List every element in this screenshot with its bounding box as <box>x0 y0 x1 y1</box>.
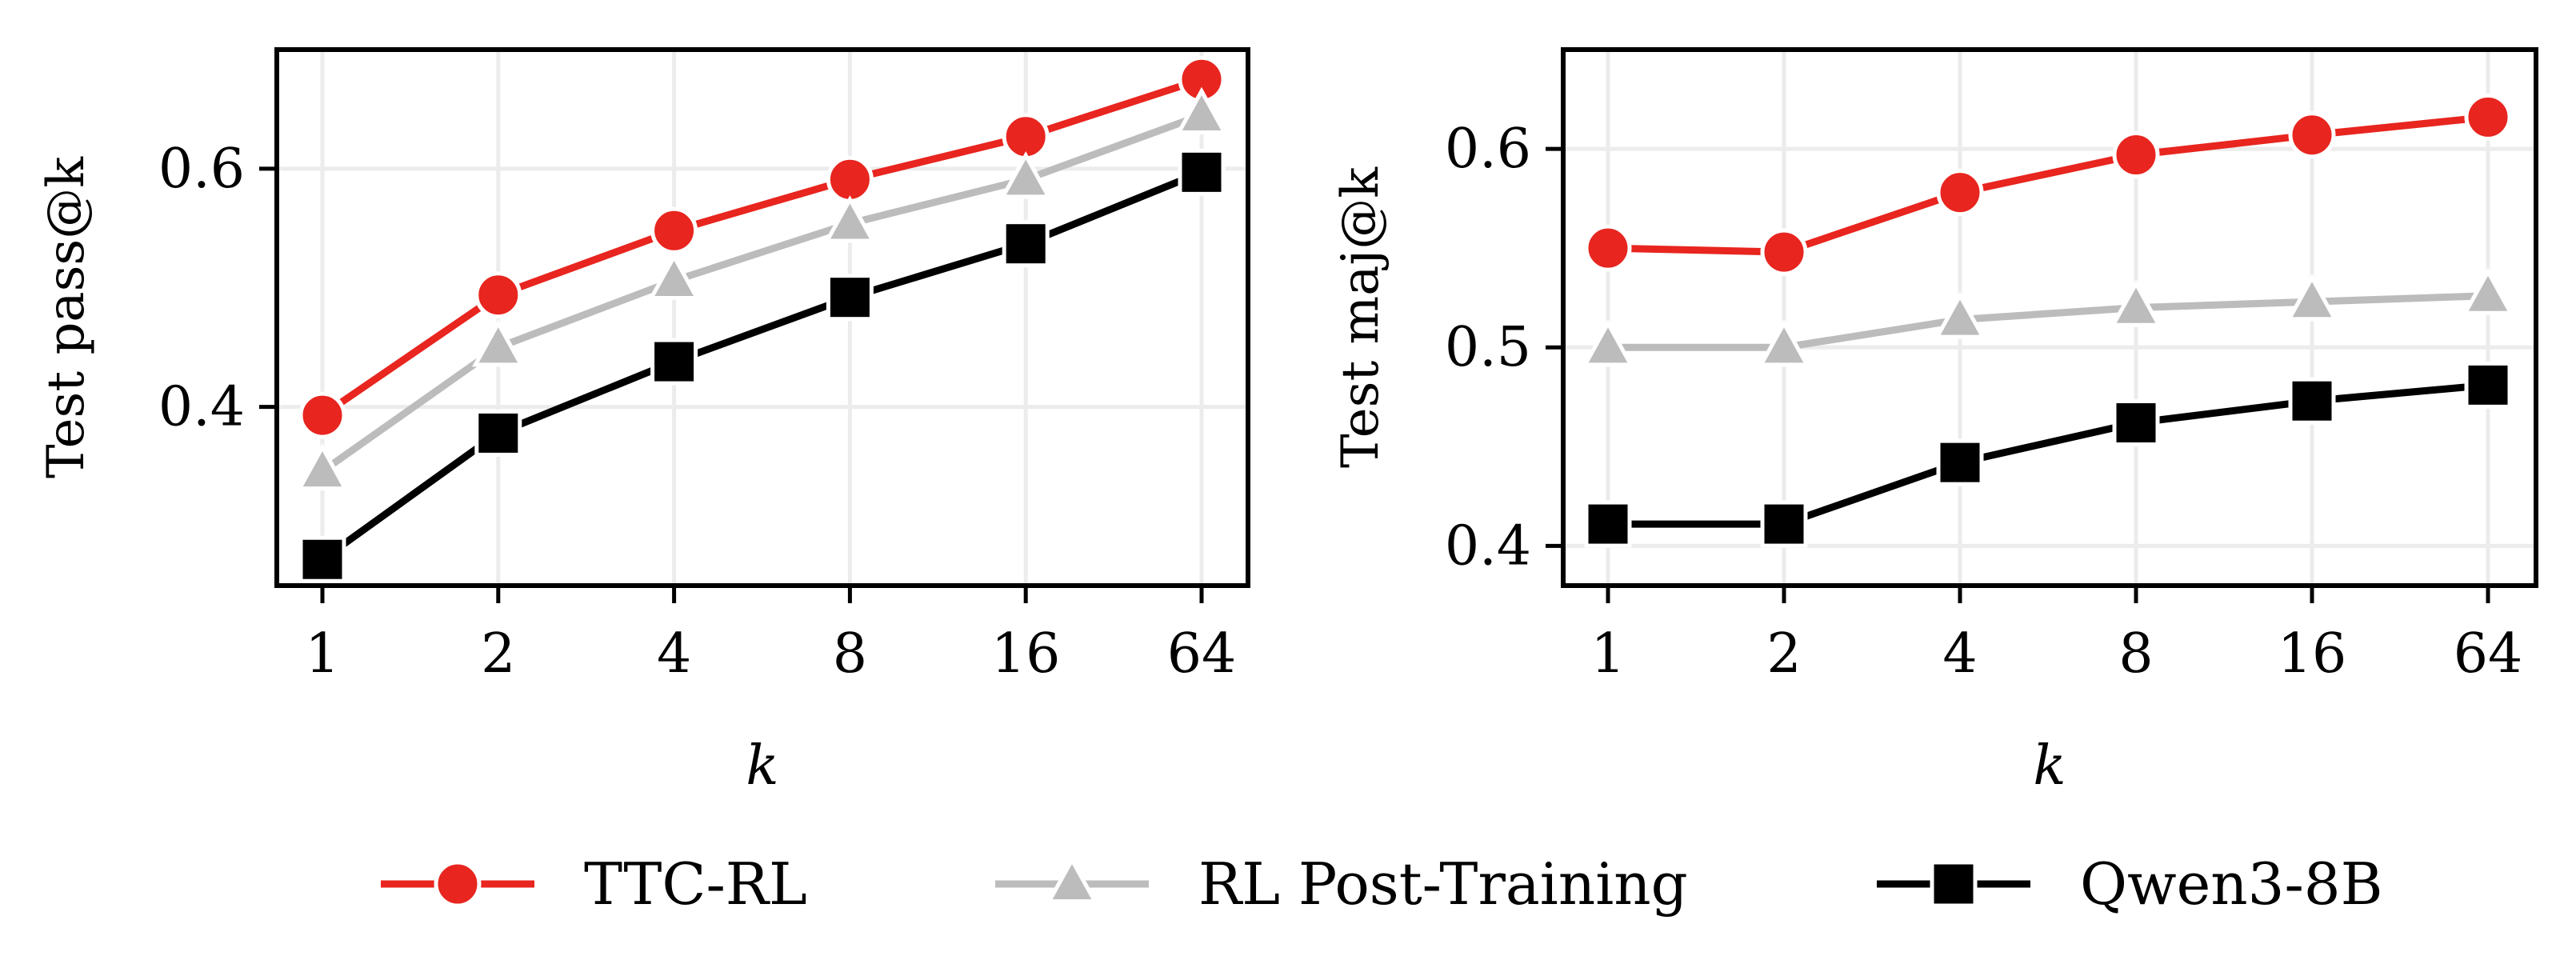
qwen3-8b-point-1 <box>1760 500 1808 548</box>
x-tick-label-1: 2 <box>1766 622 1801 686</box>
x-tick-label-0: 1 <box>1590 622 1625 686</box>
series-line-qwen3-8b <box>320 169 1203 562</box>
series-line-rl-post-training <box>1608 292 2489 351</box>
qwen3-8b-point-5 <box>2464 361 2512 409</box>
legend-item-ttc-rl: TTC-RL <box>381 850 807 918</box>
rl-post-training-point-4 <box>999 151 1052 199</box>
x-tick-label-5: 64 <box>1167 622 1237 686</box>
rl-post-training-point-5 <box>2462 267 2514 315</box>
series-qwen3-8b <box>1584 361 2512 548</box>
rl-post-training-point-1 <box>1758 319 1810 367</box>
qwen3-8b-point-3 <box>2112 399 2160 447</box>
series-qwen3-8b <box>298 148 1226 583</box>
series-ttc-rl <box>1584 93 2512 276</box>
legend-item-qwen3-8b: Qwen3-8B <box>1877 850 2383 918</box>
rl-post-training-point-0 <box>1582 319 1634 367</box>
chart-panel-maj-at-k: 1 2 4 8 16 64 0.4 0.5 0.6 k Test maj@k <box>1331 47 2538 798</box>
ttc-rl-point-5 <box>2464 93 2512 141</box>
y-tick-label-1: 0.6 <box>158 138 245 201</box>
ttc-rl-point-3 <box>826 155 874 203</box>
rl-post-training-point-1 <box>472 319 525 367</box>
series-ttc-rl <box>298 55 1226 439</box>
legend: TTC-RL RL Post-Training Qwen3-8B <box>381 850 2383 918</box>
ttc-rl-point-0 <box>298 391 346 439</box>
x-axis-title: k <box>2033 734 2066 798</box>
y-axis-title: Test pass@k <box>37 156 96 478</box>
x-tick-label-0: 1 <box>305 622 339 686</box>
legend-label-ttc-rl: TTC-RL <box>584 850 807 918</box>
plot-frame <box>274 47 1250 588</box>
qwen3-8b-point-0 <box>1584 500 1632 548</box>
ttc-rl-point-2 <box>1936 169 1984 217</box>
series-line-ttc-rl <box>1607 113 2489 256</box>
x-tick-label-3: 8 <box>2118 622 2153 686</box>
rl-post-training-point-2 <box>647 252 701 300</box>
series-rl-post-training <box>1582 267 2514 367</box>
plot-frame <box>1561 47 2538 588</box>
x-axis-title: k <box>746 734 778 798</box>
legend-qwen3-8b-point-0 <box>1930 860 1978 908</box>
x-tick-label-4: 16 <box>991 622 1061 686</box>
rl-post-training-point-0 <box>296 442 349 491</box>
rl-post-training-point-2 <box>1934 291 1986 339</box>
x-tick-label-3: 8 <box>833 622 867 686</box>
legend-label-rl-post-training: RL Post-Training <box>1198 850 1688 918</box>
x-tick-label-4: 16 <box>2278 622 2347 686</box>
ttc-rl-point-3 <box>2112 131 2160 179</box>
ttc-rl-point-0 <box>1584 224 1632 272</box>
qwen3-8b-point-1 <box>474 409 522 457</box>
legend-label-qwen3-8b: Qwen3-8B <box>2080 850 2383 918</box>
qwen3-8b-point-2 <box>650 338 698 386</box>
ttc-rl-point-2 <box>650 206 698 254</box>
x-tick-label-5: 64 <box>2454 622 2523 686</box>
y-tick-label-0: 0.4 <box>1445 514 1531 578</box>
x-tick-label-2: 4 <box>1942 622 1977 686</box>
qwen3-8b-point-3 <box>826 274 874 322</box>
ttc-rl-point-1 <box>1760 228 1808 276</box>
legend-rl-post-training-point-0 <box>1046 855 1098 904</box>
qwen3-8b-point-0 <box>298 535 346 583</box>
qwen3-8b-point-2 <box>1936 438 1984 486</box>
ttc-rl-point-4 <box>2288 111 2336 159</box>
x-tick-label-2: 4 <box>657 622 691 686</box>
y-axis-title: Test maj@k <box>1331 166 1390 468</box>
y-tick-label-2: 0.6 <box>1445 118 1531 181</box>
qwen3-8b-point-4 <box>1002 220 1050 268</box>
series-rl-post-training <box>296 86 1228 491</box>
rl-post-training-point-3 <box>2110 279 2162 327</box>
x-tick-label-1: 2 <box>481 622 515 686</box>
series-line-qwen3-8b <box>1608 381 2489 528</box>
legend-ttc-rl-point-0 <box>434 860 482 908</box>
series-line-rl-post-training <box>320 111 1203 474</box>
y-tick-label-0: 0.4 <box>158 376 245 439</box>
y-tick-label-1: 0.5 <box>1445 316 1531 379</box>
qwen3-8b-point-5 <box>1178 148 1226 196</box>
rl-post-training-point-5 <box>1175 86 1228 134</box>
rl-post-training-point-4 <box>2286 273 2338 322</box>
rl-post-training-point-3 <box>823 195 877 243</box>
series-line-ttc-rl <box>320 75 1203 418</box>
qwen3-8b-point-4 <box>2288 377 2336 425</box>
chart-panel-pass-at-k: 1 2 4 8 16 64 0.4 0.6 k Test pass@k <box>37 47 1250 798</box>
legend-item-rl-post-training: RL Post-Training <box>995 850 1688 918</box>
ttc-rl-point-1 <box>474 271 522 319</box>
